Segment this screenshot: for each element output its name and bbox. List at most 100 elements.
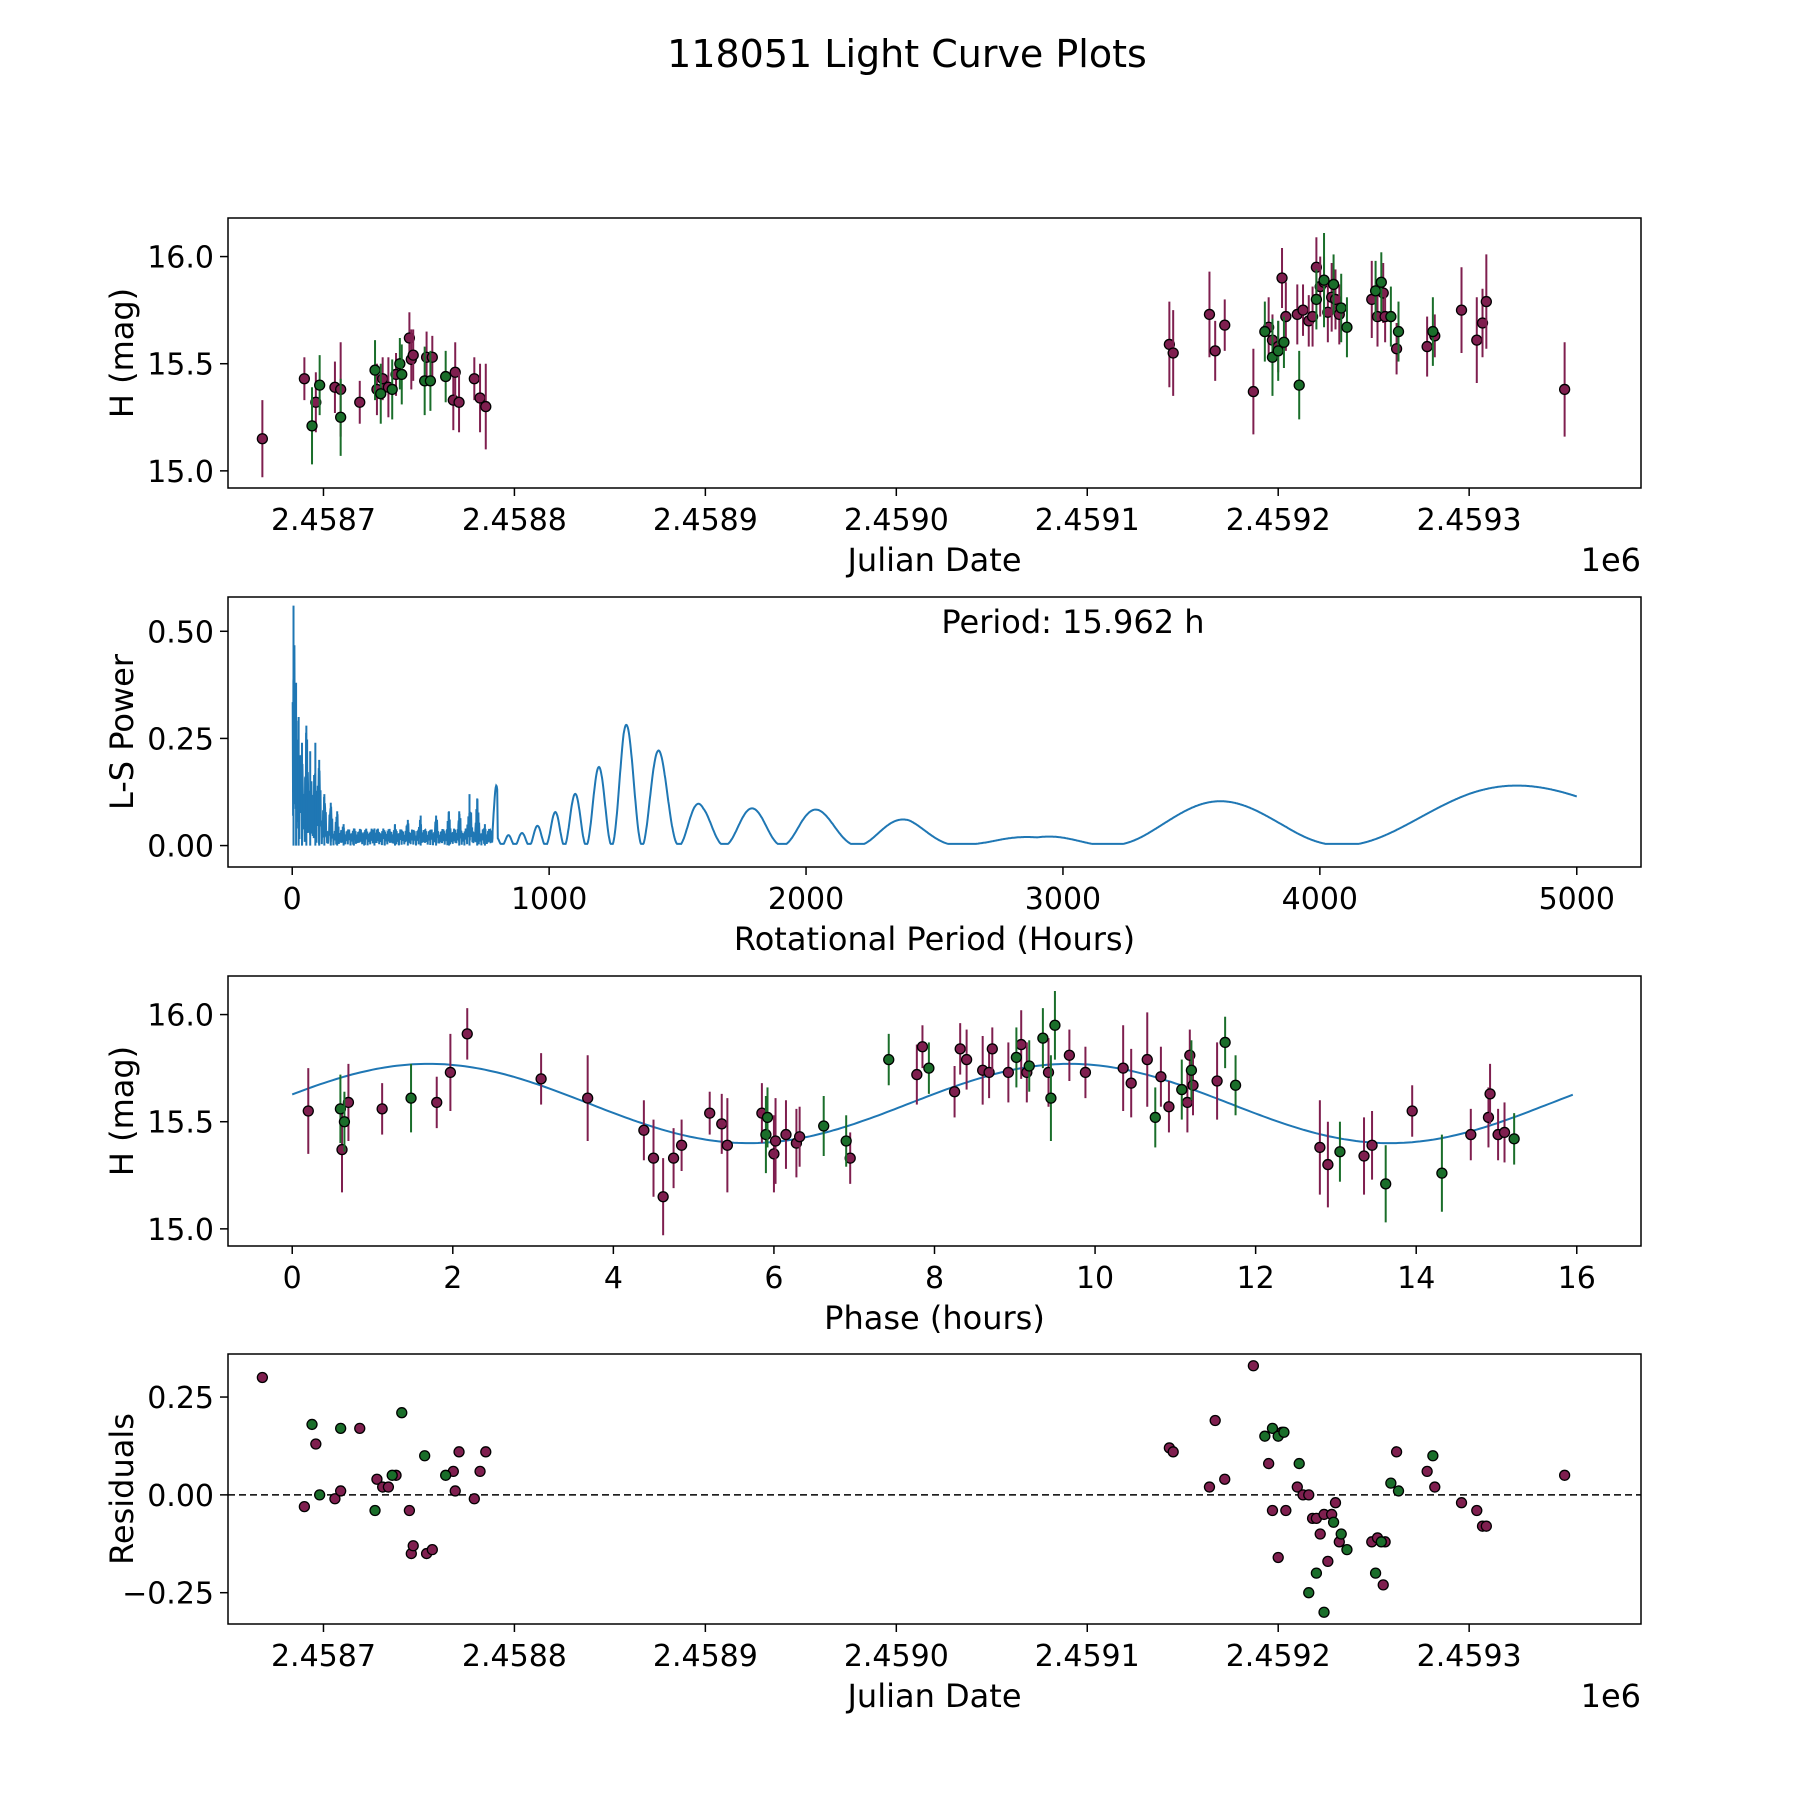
data-point — [426, 351, 438, 363]
data-point — [948, 1086, 961, 1098]
data-point — [911, 1068, 923, 1081]
y-axis-label: H (mag) — [103, 288, 141, 418]
panel-2: 0 1000 2000 3000 4000 5000 0.00 0.25 0.50 Rotatio… — [103, 596, 1642, 958]
data-point — [1163, 1101, 1175, 1113]
x-tick-label: 16 — [1558, 1261, 1596, 1296]
data-point — [1266, 1422, 1279, 1434]
data-point — [1484, 1088, 1496, 1100]
data-point — [314, 379, 326, 391]
x-tick-label: 0 — [283, 882, 302, 917]
data-point — [1377, 1579, 1389, 1591]
data-point — [1310, 293, 1323, 306]
data-point — [1375, 1536, 1387, 1548]
data-point — [1045, 1092, 1057, 1104]
axes-frame — [227, 975, 1642, 1247]
data-point — [1291, 1481, 1303, 1493]
data-point — [1203, 308, 1216, 321]
data-point — [431, 1096, 443, 1109]
x-tick-label: 2.4587 — [271, 1639, 376, 1674]
data-point — [716, 1118, 728, 1130]
data-point — [1436, 1167, 1448, 1179]
data-point — [1385, 1477, 1397, 1489]
x-tick-label: 5000 — [1539, 882, 1615, 917]
data-point — [1229, 1079, 1242, 1091]
data-point — [468, 373, 480, 385]
data-point — [840, 1135, 852, 1147]
y-tick-label: 0.25 — [147, 1381, 214, 1416]
data-point — [1306, 310, 1319, 323]
data-point — [1334, 1146, 1346, 1158]
data-point — [424, 375, 437, 387]
x-tick-label: 2.4590 — [844, 1639, 949, 1674]
data-point — [354, 396, 366, 408]
data-point — [1149, 1111, 1161, 1124]
y-tick-label: 0.00 — [147, 1479, 214, 1514]
data-point — [426, 1544, 438, 1556]
y-tick-label: 15.5 — [147, 348, 214, 383]
data-point — [1455, 304, 1468, 316]
x-tick-label: 1000 — [511, 882, 587, 917]
axes-frame — [227, 217, 1642, 489]
data-point — [440, 370, 452, 383]
data-point — [1558, 383, 1571, 396]
data-point — [1380, 1178, 1392, 1190]
data-point — [298, 1500, 311, 1513]
data-point — [1125, 1077, 1137, 1089]
data-point — [1327, 1516, 1340, 1528]
data-point — [329, 1493, 341, 1505]
data-point — [1421, 340, 1433, 353]
data-point — [986, 1043, 998, 1055]
data-point — [1358, 1150, 1370, 1162]
data-point — [1303, 1587, 1315, 1599]
y-tick-label: 0.00 — [147, 830, 214, 865]
y-tick-label: 15.5 — [147, 1106, 214, 1141]
data-point — [375, 388, 387, 400]
data-point — [1318, 1606, 1330, 1618]
x-tick-label: 14 — [1397, 1261, 1435, 1296]
data-point — [394, 358, 406, 370]
data-point — [338, 1116, 351, 1128]
y-tick-label: 16.0 — [147, 999, 214, 1034]
data-point — [1259, 325, 1271, 338]
data-point — [306, 1418, 318, 1431]
data-point — [818, 1120, 830, 1132]
x-tick-label: 2.4588 — [462, 1639, 567, 1674]
data-point — [1558, 1469, 1571, 1481]
data-point — [354, 1422, 366, 1434]
data-point — [1369, 1567, 1382, 1579]
data-point — [449, 366, 461, 378]
data-point — [1117, 1062, 1129, 1074]
data-point — [675, 1139, 688, 1151]
data-point — [1278, 336, 1290, 348]
y-tick-label: −0.25 — [122, 1577, 214, 1612]
data-point — [396, 368, 408, 381]
x-offset-label: 1e6 — [1581, 1677, 1641, 1715]
data-point — [405, 1092, 417, 1104]
data-point — [310, 396, 322, 408]
data-point — [1247, 385, 1260, 398]
data-point — [440, 1469, 452, 1481]
x-axis-label: Rotational Period (Hours) — [734, 920, 1135, 958]
data-point — [1259, 1430, 1271, 1442]
data-point — [638, 1124, 650, 1136]
data-point — [760, 1128, 772, 1141]
data-point — [382, 1481, 395, 1493]
data-point — [461, 1028, 473, 1040]
data-point — [954, 1043, 966, 1055]
data-point — [1390, 1446, 1403, 1458]
data-point — [960, 1053, 973, 1066]
data-point — [1023, 1060, 1035, 1072]
data-point — [336, 1143, 348, 1156]
data-point — [1010, 1051, 1023, 1064]
data-point — [1327, 278, 1340, 291]
x-tick-label: 3000 — [1025, 882, 1101, 917]
data-point — [1219, 1036, 1231, 1049]
data-point — [1042, 1066, 1055, 1079]
y-tick-label: 15.0 — [147, 455, 214, 490]
data-point — [1429, 1481, 1441, 1493]
data-point — [1276, 272, 1288, 284]
x-tick-label: 4 — [604, 1261, 623, 1296]
plot-area — [291, 991, 1574, 1236]
data-point — [1318, 274, 1330, 286]
